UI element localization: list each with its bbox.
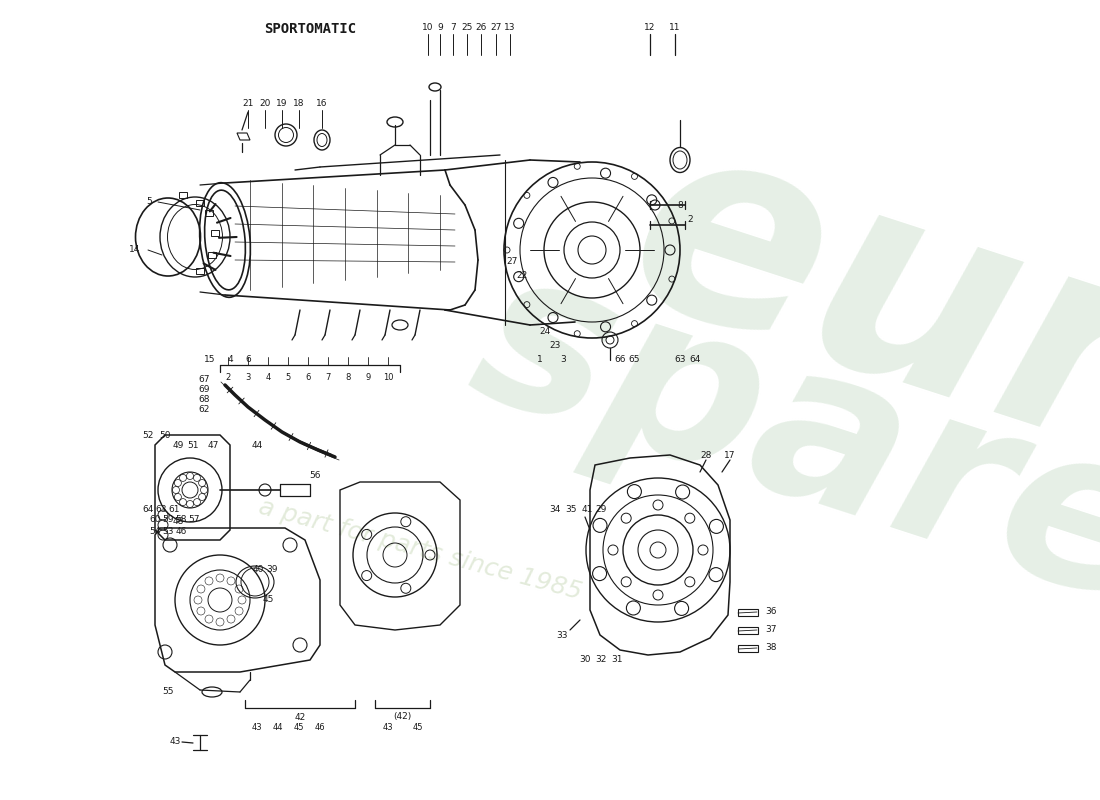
Text: euro: euro bbox=[600, 91, 1100, 569]
Text: 63: 63 bbox=[674, 354, 685, 363]
Text: 44: 44 bbox=[252, 441, 263, 450]
Text: 66: 66 bbox=[614, 354, 626, 363]
Text: 34: 34 bbox=[549, 506, 561, 514]
Text: 57: 57 bbox=[188, 515, 200, 525]
Text: 24: 24 bbox=[539, 327, 551, 337]
Text: 4: 4 bbox=[228, 354, 233, 363]
Text: 61: 61 bbox=[168, 506, 179, 514]
Text: 44: 44 bbox=[273, 723, 284, 733]
Text: 5: 5 bbox=[146, 198, 152, 206]
Text: 16: 16 bbox=[317, 98, 328, 107]
Text: 22: 22 bbox=[516, 270, 528, 279]
Text: 2: 2 bbox=[226, 373, 231, 382]
Text: 30: 30 bbox=[580, 655, 591, 665]
Text: 47: 47 bbox=[207, 441, 219, 450]
Text: 54: 54 bbox=[150, 527, 161, 537]
Text: 55: 55 bbox=[163, 687, 174, 697]
Text: 14: 14 bbox=[129, 246, 140, 254]
Bar bbox=[738, 627, 758, 634]
Text: 60: 60 bbox=[150, 515, 161, 525]
Text: 40: 40 bbox=[252, 566, 264, 574]
Text: SPORTOMATIC: SPORTOMATIC bbox=[264, 22, 356, 36]
Text: 46: 46 bbox=[175, 527, 187, 537]
Text: 17: 17 bbox=[724, 450, 736, 459]
Text: 6: 6 bbox=[245, 354, 251, 363]
Text: 13: 13 bbox=[504, 22, 516, 31]
Text: 7: 7 bbox=[326, 373, 331, 382]
Text: 5: 5 bbox=[285, 373, 290, 382]
Text: a part for parts since 1985: a part for parts since 1985 bbox=[256, 495, 584, 605]
Text: 68: 68 bbox=[198, 395, 210, 405]
Text: 33: 33 bbox=[557, 630, 568, 639]
Text: 9: 9 bbox=[365, 373, 371, 382]
Text: 19: 19 bbox=[276, 98, 288, 107]
Text: 49: 49 bbox=[173, 441, 184, 450]
Text: 67: 67 bbox=[198, 375, 210, 385]
Text: 8: 8 bbox=[678, 201, 683, 210]
Text: 69: 69 bbox=[198, 386, 210, 394]
Text: 53: 53 bbox=[163, 527, 174, 537]
Text: 6: 6 bbox=[306, 373, 310, 382]
Text: 58: 58 bbox=[175, 515, 187, 525]
Text: 65: 65 bbox=[628, 354, 640, 363]
Text: 35: 35 bbox=[565, 506, 576, 514]
Text: 31: 31 bbox=[612, 655, 623, 665]
Text: 27: 27 bbox=[491, 22, 502, 31]
Text: 45: 45 bbox=[294, 723, 305, 733]
Text: 21: 21 bbox=[242, 98, 254, 107]
Text: 26: 26 bbox=[475, 22, 486, 31]
Text: 2: 2 bbox=[688, 215, 693, 225]
Text: 51: 51 bbox=[187, 441, 199, 450]
Text: 43: 43 bbox=[252, 723, 262, 733]
Text: 3: 3 bbox=[560, 354, 565, 363]
Text: 23: 23 bbox=[549, 341, 561, 350]
Text: 56: 56 bbox=[309, 470, 321, 479]
Text: 12: 12 bbox=[645, 22, 656, 31]
Text: 37: 37 bbox=[764, 626, 777, 634]
Text: 25: 25 bbox=[461, 22, 473, 31]
Text: 3: 3 bbox=[245, 373, 251, 382]
Bar bbox=[738, 645, 758, 652]
Text: 1: 1 bbox=[537, 354, 543, 363]
Text: 52: 52 bbox=[142, 430, 154, 439]
Text: 36: 36 bbox=[764, 607, 777, 617]
Text: 20: 20 bbox=[260, 98, 271, 107]
Text: 46: 46 bbox=[315, 723, 326, 733]
Text: 64: 64 bbox=[142, 506, 154, 514]
Text: 27: 27 bbox=[506, 258, 518, 266]
Text: 39: 39 bbox=[266, 566, 277, 574]
Text: 29: 29 bbox=[595, 506, 607, 514]
Text: 10: 10 bbox=[383, 373, 394, 382]
Text: 42: 42 bbox=[295, 713, 306, 722]
Text: 43: 43 bbox=[383, 723, 394, 733]
Text: 45: 45 bbox=[262, 595, 274, 605]
Text: 64: 64 bbox=[690, 354, 701, 363]
Text: 7: 7 bbox=[450, 22, 455, 31]
Text: 9: 9 bbox=[437, 22, 443, 31]
Text: 45: 45 bbox=[412, 723, 424, 733]
Text: 62: 62 bbox=[199, 406, 210, 414]
Text: 38: 38 bbox=[764, 643, 777, 653]
Text: 28: 28 bbox=[701, 450, 712, 459]
Text: 15: 15 bbox=[205, 354, 216, 363]
Text: 8: 8 bbox=[345, 373, 351, 382]
Bar bbox=[738, 609, 758, 616]
Text: 59: 59 bbox=[163, 515, 174, 525]
Text: 4: 4 bbox=[265, 373, 271, 382]
Text: 63: 63 bbox=[155, 506, 167, 514]
Text: 32: 32 bbox=[595, 655, 607, 665]
Text: 11: 11 bbox=[669, 22, 681, 31]
Text: 48: 48 bbox=[173, 518, 184, 526]
Text: 50: 50 bbox=[160, 430, 170, 439]
Text: (42): (42) bbox=[393, 713, 411, 722]
Text: 10: 10 bbox=[422, 22, 433, 31]
Text: 41: 41 bbox=[581, 506, 593, 514]
Text: 18: 18 bbox=[294, 98, 305, 107]
Text: 43: 43 bbox=[169, 738, 180, 746]
Text: spares: spares bbox=[450, 230, 1100, 690]
